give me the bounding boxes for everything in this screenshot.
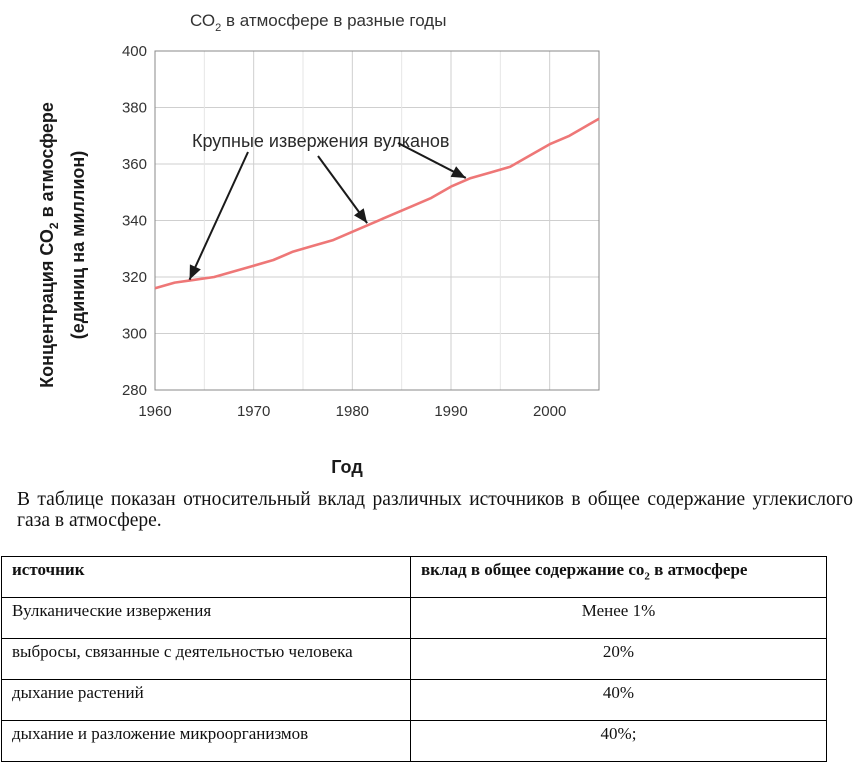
row-value: 20%	[410, 638, 827, 680]
header-contribution: вклад в общее содержание со2 в атмосфере	[410, 556, 827, 598]
table-row: выбросы, связанные с деятельностью челов…	[1, 638, 827, 680]
row-source: дыхание и разложение микроорганизмов	[1, 720, 411, 762]
header-source: источник	[1, 556, 411, 598]
series-line-0	[154, 117, 600, 290]
plot-frame	[154, 50, 600, 391]
row-source: дыхание растений	[1, 679, 411, 721]
annotation-arrow	[188, 151, 249, 281]
svg-text:Концентрация СО2 в атмосфере: Концентрация СО2 в атмосфере	[37, 102, 61, 388]
grid	[154, 50, 599, 391]
annotation-arrow	[317, 155, 368, 224]
row-source: Вулканические извержения	[1, 597, 411, 639]
x-tick-label: 1980	[336, 403, 369, 420]
svg-text:(единиц на миллион): (единиц на миллион)	[68, 151, 88, 340]
x-tick-label: 2000	[533, 403, 566, 420]
y-tick-label: 300	[122, 326, 147, 343]
y-tick-label: 340	[122, 213, 147, 230]
x-tick-label: 1990	[434, 403, 467, 420]
x-tick-label: 1970	[237, 403, 270, 420]
annotation-arrow	[397, 142, 467, 179]
row-value: Менее 1%	[410, 597, 827, 639]
row-value: 40%;	[410, 720, 827, 762]
sources-table: источник вклад в общее содержание со2 в …	[1, 556, 827, 762]
x-tick-label: 1960	[138, 403, 171, 420]
row-value: 40%	[410, 679, 827, 721]
y-tick-label: 280	[122, 382, 147, 399]
chart-title: СО2 в атмосфере в разные годы	[190, 11, 446, 34]
table-header-row: источник вклад в общее содержание со2 в …	[1, 556, 827, 598]
y-tick-label: 400	[122, 43, 147, 60]
series-layer	[154, 117, 600, 290]
y-axis-label: Концентрация СО2 в атмосфере (единиц на …	[37, 102, 88, 388]
y-tick-label: 360	[122, 156, 147, 173]
annotation-arrows	[188, 142, 467, 281]
x-axis-label: Год	[331, 457, 363, 477]
co2-chart: СО2 в атмосфере в разные годы Концентрац…	[37, 11, 600, 477]
table-row: Вулканические извержения Менее 1%	[1, 597, 827, 639]
description-paragraph: В таблице показан относительный вклад ра…	[17, 489, 853, 531]
tick-labels: 280 300 320 340 360 380 400 1960 1970 1980 1990 200…	[122, 43, 566, 420]
table-row: дыхание растений 40%	[1, 679, 827, 721]
y-tick-label: 320	[122, 269, 147, 286]
table-row: дыхание и разложение микроорганизмов 40%…	[1, 720, 827, 762]
row-source: выбросы, связанные с деятельностью челов…	[1, 638, 411, 680]
y-tick-label: 380	[122, 100, 147, 117]
annotation-label: Крупные извержения вулканов	[192, 131, 449, 151]
